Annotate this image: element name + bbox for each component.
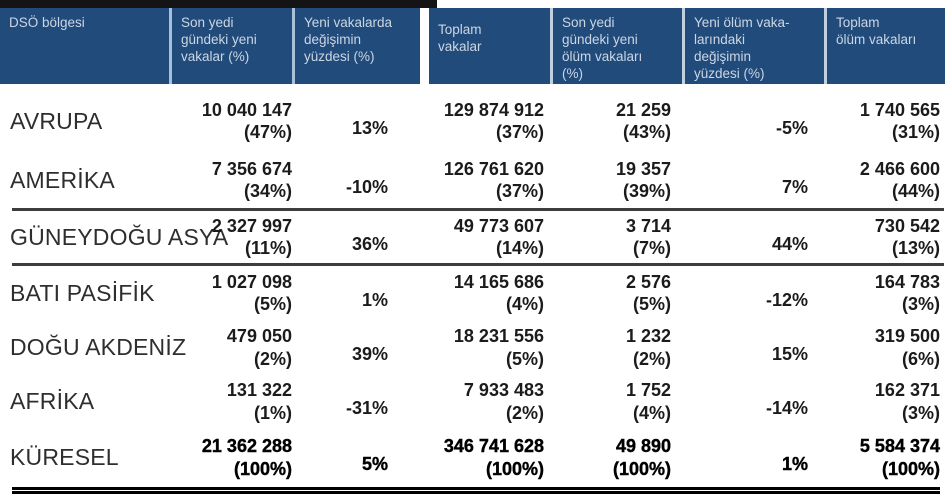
new-cases-cell: 2 327 997 (11%) xyxy=(211,215,292,259)
new-deaths-change-cell: 7% xyxy=(781,176,808,197)
new-deaths-change-cell: -14% xyxy=(765,398,808,419)
new-cases-change-cell: 13% xyxy=(351,117,388,138)
new-deaths-cell: 1 752 (4%) xyxy=(625,380,671,423)
new-cases-change-cell: 36% xyxy=(351,233,388,254)
total-cases-cell: 49 773 607 (14%) xyxy=(453,215,544,259)
table-row-dogu-akdeniz: DOĞU AKDENİZ 479 050 (2%) 39% 18 231 556… xyxy=(0,320,945,375)
region-name: KÜRESEL xyxy=(10,444,119,470)
new-deaths-cell: 3 714 (7%) xyxy=(625,215,671,259)
new-cases-change-cell: -31% xyxy=(345,398,388,419)
table-row-kuresel-total: KÜRESEL 21 362 288 (100%) 5% 346 741 628… xyxy=(0,428,945,487)
bottom-double-rule xyxy=(12,487,940,494)
new-deaths-change-cell: -12% xyxy=(765,289,808,310)
column-header-new-deaths: Son yedi gündeki yeni ölüm vakaları (%) xyxy=(553,8,685,84)
total-cases-cell: 346 741 628 (100%) xyxy=(443,436,545,479)
column-header-total-deaths: Toplam ölüm vakaları xyxy=(827,8,945,84)
table-row-avrupa: AVRUPA 10 040 147 (47%) 13% 129 874 912 … xyxy=(0,90,945,152)
new-cases-cell: 7 356 674 (34%) xyxy=(211,158,292,202)
total-cases-cell: 14 165 686 (4%) xyxy=(453,271,544,315)
total-deaths-cell: 730 542 (13%) xyxy=(874,215,940,259)
total-cases-cell: 18 231 556 (5%) xyxy=(453,326,544,369)
total-cases-cell: 126 761 620 (37%) xyxy=(443,158,544,202)
region-name: AFRİKA xyxy=(10,388,95,414)
table-row-guneydogu-asya: GÜNEYDOĞU ASYA 2 327 997 (11%) 36% 49 77… xyxy=(0,211,945,263)
total-deaths-cell: 1 740 565 (31%) xyxy=(859,99,940,143)
new-cases-cell: 131 322 (1%) xyxy=(226,380,292,423)
total-deaths-cell: 5 584 374 (100%) xyxy=(859,436,940,479)
new-deaths-cell: 49 890 (100%) xyxy=(612,436,671,479)
total-cases-cell: 7 933 483 (2%) xyxy=(463,380,544,423)
new-deaths-change-cell: 15% xyxy=(771,344,808,365)
table-row-amerika: AMERİKA 7 356 674 (34%) -10% 126 761 620… xyxy=(0,152,945,208)
table-row-bati-pasifik: BATI PASİFİK 1 027 098 (5%) 1% 14 165 68… xyxy=(0,266,945,320)
region-name: BATI PASİFİK xyxy=(10,279,155,306)
new-deaths-cell: 19 357 (39%) xyxy=(615,158,671,202)
total-deaths-cell: 2 466 600 (44%) xyxy=(859,158,940,202)
new-cases-cell: 1 027 098 (5%) xyxy=(211,271,292,315)
new-cases-cell: 10 040 147 (47%) xyxy=(201,99,292,143)
table-body: AVRUPA 10 040 147 (47%) 13% 129 874 912 … xyxy=(0,90,945,494)
top-border-bar xyxy=(0,0,437,8)
new-deaths-cell: 21 259 (43%) xyxy=(615,99,671,143)
column-header-new-deaths-change: Yeni ölüm vaka- larındaki değişimin yüzd… xyxy=(685,8,827,84)
table-row-afrika: AFRİKA 131 322 (1%) -31% 7 933 483 (2%) … xyxy=(0,375,945,428)
new-deaths-change-cell: -5% xyxy=(775,117,808,138)
region-name: AVRUPA xyxy=(10,107,103,134)
table-header-row: DSÖ bölgesi Son yedi gündeki yeni vakala… xyxy=(0,8,945,84)
new-cases-cell: 21 362 288 (100%) xyxy=(201,436,292,479)
new-deaths-change-cell: 44% xyxy=(771,233,808,254)
region-name: GÜNEYDOĞU ASYA xyxy=(10,223,229,250)
region-name: DOĞU AKDENİZ xyxy=(10,334,187,360)
region-name: AMERİKA xyxy=(10,166,115,193)
new-deaths-cell: 2 576 (5%) xyxy=(625,271,671,315)
new-cases-change-cell: -10% xyxy=(345,176,388,197)
new-deaths-cell: 1 232 (2%) xyxy=(625,326,671,369)
new-cases-change-cell: 39% xyxy=(351,344,388,365)
new-cases-change-cell: 5% xyxy=(361,454,388,475)
new-cases-cell: 479 050 (2%) xyxy=(226,326,292,369)
row-divider xyxy=(12,208,944,211)
total-deaths-cell: 319 500 (6%) xyxy=(874,326,940,369)
column-header-region: DSÖ bölgesi xyxy=(0,8,172,84)
total-deaths-cell: 164 783 (3%) xyxy=(874,271,940,315)
column-header-total-cases: Toplam vakalar xyxy=(429,8,553,84)
column-header-new-cases: Son yedi gündeki yeni vakalar (%) xyxy=(172,8,295,84)
column-header-new-cases-change: Yeni vakalarda değişimin yüzdesi (%) xyxy=(295,8,420,84)
new-deaths-change-cell: 1% xyxy=(781,454,808,475)
total-cases-cell: 129 874 912 (37%) xyxy=(443,99,544,143)
new-cases-change-cell: 1% xyxy=(361,289,388,310)
total-deaths-cell: 162 371 (3%) xyxy=(874,380,940,423)
row-divider xyxy=(12,263,944,266)
